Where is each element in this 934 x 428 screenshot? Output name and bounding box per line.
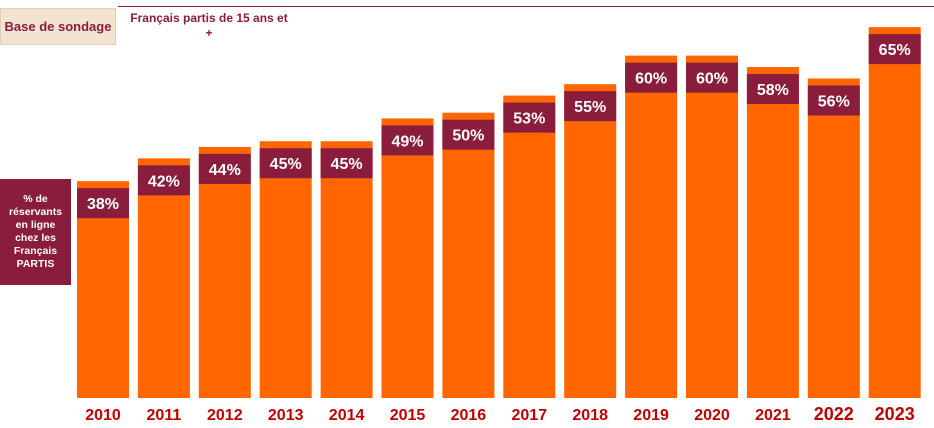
bar-2017 [503, 95, 556, 399]
bar-2014 [320, 141, 373, 398]
value-label-2018: 55% [574, 99, 606, 116]
x-tick-label-2010: 2010 [85, 407, 121, 424]
x-tick-label-2018: 2018 [572, 407, 608, 424]
value-label-2011: 42% [148, 173, 180, 190]
value-label-2021: 58% [757, 82, 789, 99]
x-tick-label-2017: 2017 [512, 407, 548, 424]
x-tick-label-2015: 2015 [390, 407, 426, 424]
value-label-2012: 44% [209, 162, 241, 179]
bar-2013 [259, 141, 312, 398]
bar-2016 [442, 112, 495, 399]
x-tick-label-2011: 2011 [147, 407, 182, 424]
bar-2011 [137, 158, 190, 398]
value-label-2015: 49% [391, 133, 423, 150]
value-label-box-2022 [807, 85, 860, 116]
base-label: Base de sondage [4, 19, 112, 34]
bar-2019 [625, 55, 678, 398]
x-tick-label-2012: 2012 [207, 407, 243, 424]
x-tick-label-2020: 2020 [694, 407, 730, 424]
base-value: Français partis de 15 ans et + [130, 11, 288, 40]
value-label-2010: 38% [87, 196, 119, 213]
value-label-box-2010 [77, 188, 129, 219]
value-label-box-2015 [381, 125, 434, 156]
x-tick-label-2019: 2019 [633, 407, 669, 424]
value-label-box-2021 [746, 74, 799, 105]
value-label-box-2012 [198, 153, 251, 184]
value-label-box-2020 [686, 62, 738, 93]
x-tick-label-2013: 2013 [268, 407, 304, 424]
x-tick-label-2021: 2021 [755, 407, 791, 424]
value-label-2022: 56% [818, 93, 850, 110]
value-label-2016: 50% [452, 128, 484, 145]
bar-2020 [686, 55, 738, 398]
value-label-2014: 45% [331, 156, 363, 173]
y-axis-label: % de réservants en ligne chez les França… [8, 193, 63, 270]
value-label-box-2023 [868, 34, 921, 65]
x-tick-label-2014: 2014 [329, 407, 365, 424]
value-label-2023: 65% [879, 42, 911, 59]
value-label-box-2018 [564, 91, 617, 122]
bar-2015 [381, 118, 434, 398]
y-axis-label-box: % de réservants en ligne chez les França… [0, 179, 71, 285]
value-label-2013: 45% [270, 156, 302, 173]
bar-2012 [198, 146, 251, 398]
bar-2018 [564, 84, 617, 399]
x-tick-label-2023: 2023 [875, 404, 915, 424]
value-label-box-2011 [137, 165, 190, 196]
value-label-2017: 53% [513, 111, 545, 128]
value-label-box-2014 [320, 148, 373, 179]
base-label-box: Base de sondage [0, 8, 116, 45]
value-label-2020: 60% [696, 71, 728, 88]
bar-2022 [807, 78, 860, 399]
value-label-2019: 60% [635, 71, 667, 88]
bar-2021 [746, 67, 799, 398]
top-rule [118, 6, 934, 7]
value-label-box-2016 [442, 119, 495, 150]
value-label-box-2019 [625, 62, 678, 93]
x-tick-label-2016: 2016 [451, 407, 487, 424]
value-label-box-2013 [259, 148, 312, 179]
value-label-box-2017 [503, 102, 556, 133]
x-tick-label-2022: 2022 [814, 404, 854, 424]
bar-2023 [868, 27, 921, 399]
